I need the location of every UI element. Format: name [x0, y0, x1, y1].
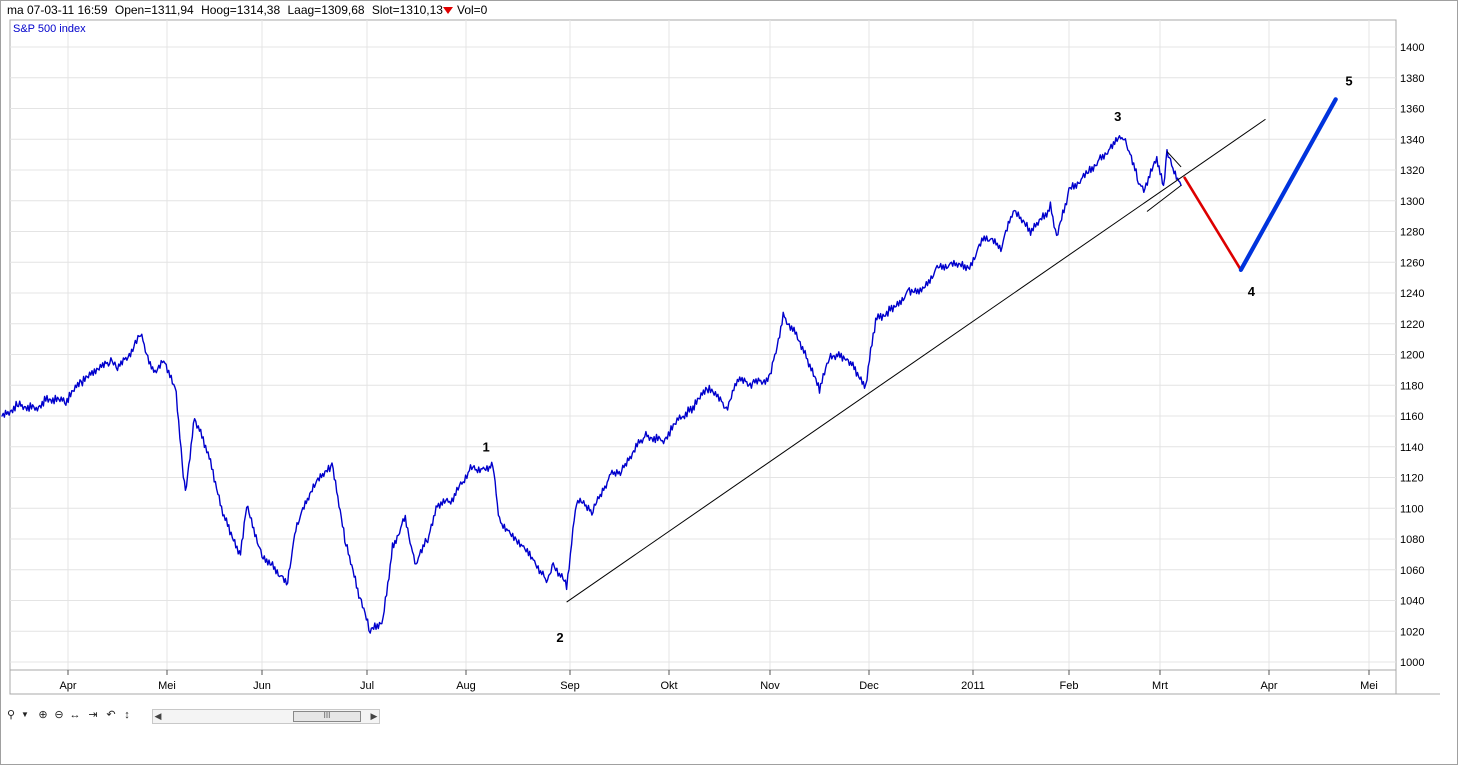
wave-label: 3 [1114, 109, 1121, 124]
y-tick-label: 1340 [1400, 134, 1424, 146]
y-tick-label: 1200 [1400, 350, 1424, 362]
fit-right-icon[interactable]: ⇥ [88, 709, 98, 721]
y-tick-label: 1020 [1400, 626, 1424, 638]
y-tick-label: 1400 [1400, 42, 1424, 54]
chart-title: S&P 500 index [13, 23, 86, 35]
y-axis: 1000 1020 1040 1060 1080 1100 1120 1140 1160 1180… [1400, 42, 1424, 669]
zoom-out-icon[interactable]: ⊖ [54, 709, 64, 721]
scroll-left-icon[interactable]: ◀ [154, 711, 162, 721]
horizontal-stretch-icon[interactable]: ↔ [69, 709, 81, 721]
x-tick-label: Sep [560, 680, 580, 692]
y-tick-label: 1100 [1400, 503, 1424, 515]
y-tick-label: 1220 [1400, 319, 1424, 331]
x-tick-label: Jun [253, 680, 271, 692]
x-tick-label: Okt [660, 680, 677, 692]
y-tick-label: 1040 [1400, 596, 1424, 608]
horizontal-scrollbar[interactable]: ◀ III ▶ [152, 709, 380, 724]
dropdown-arrow-icon[interactable]: ▼ [21, 710, 29, 719]
wave5-projection [1238, 97, 1338, 272]
y-tick-label: 1360 [1400, 104, 1424, 116]
reset-icon[interactable]: ↶ [106, 709, 116, 721]
quote-datetime: ma 07-03-11 16:59 [7, 3, 108, 17]
x-tick-label: Dec [859, 680, 879, 692]
grid [10, 20, 1396, 670]
trendline [1166, 151, 1182, 168]
quote-volume: Vol=0 [456, 3, 488, 17]
plot-border [9, 19, 1397, 671]
annotations: 1 2 3 4 5 [483, 73, 1353, 645]
x-tick-label: Mrt [1152, 680, 1168, 692]
x-tick-label: Nov [760, 680, 780, 692]
price-series [1, 134, 1182, 634]
x-tick-label: Aug [456, 680, 476, 692]
series [1, 97, 1338, 634]
y-tick-label: 1080 [1400, 534, 1424, 546]
y-tick-label: 1160 [1400, 411, 1424, 423]
y-tick-label: 1000 [1400, 657, 1424, 669]
quote-low: Laag=1309,68 [287, 3, 365, 17]
scroll-right-icon[interactable]: ▶ [370, 711, 378, 721]
y-tick-label: 1320 [1400, 165, 1424, 177]
down-arrow-icon [442, 7, 453, 15]
vertical-stretch-icon[interactable]: ↕ [124, 709, 130, 721]
y-tick-label: 1260 [1400, 257, 1424, 269]
x-axis: Apr Mei Jun Jul Aug Sep Okt Nov Dec 2011 Feb Mrt Apr… [59, 670, 1378, 692]
x-axis-frame [9, 669, 1397, 695]
y-tick-label: 1140 [1400, 442, 1424, 454]
y-tick-label: 1300 [1400, 196, 1424, 208]
wave4-projection [1183, 176, 1243, 272]
trendline [566, 118, 1266, 603]
magnifier-icon[interactable]: ⚲ [6, 709, 16, 721]
chart-toolbar: ⚲ ▼ ⊕ ⊖ ↔ ⇥ ↶ ↕ ◀ III ▶ [4, 708, 384, 724]
y-tick-label: 1380 [1400, 73, 1424, 85]
x-tick-label: Feb [1060, 680, 1079, 692]
x-tick-label: Apr [59, 680, 76, 692]
y-tick-label: 1280 [1400, 227, 1424, 239]
x-tick-label: Mei [1360, 680, 1378, 692]
quote-open: Open=1311,94 [114, 3, 194, 17]
y-tick-label: 1120 [1400, 473, 1424, 485]
y-tick-label: 1240 [1400, 288, 1424, 300]
quote-high: Hoog=1314,38 [201, 3, 281, 17]
quote-close: Slot=1310,13 [371, 3, 443, 17]
zoom-in-icon[interactable]: ⊕ [38, 709, 48, 721]
trendlines [566, 118, 1266, 603]
y-tick-label: 1060 [1400, 565, 1424, 577]
wave-label: 2 [556, 630, 563, 645]
trendline [1146, 184, 1182, 212]
x-tick-label: 2011 [961, 680, 985, 692]
x-tick-label: Jul [360, 680, 374, 692]
wave-label: 5 [1345, 73, 1352, 88]
x-tick-label: Mei [158, 680, 176, 692]
wave-label: 1 [483, 439, 490, 454]
y-tick-label: 1180 [1400, 380, 1424, 392]
scroll-thumb[interactable]: III [293, 711, 361, 722]
x-tick-label: Apr [1260, 680, 1277, 692]
quote-bar: ma 07-03-11 16:59 Open=1311,94 Hoog=1314… [7, 3, 491, 19]
wave-label: 4 [1248, 284, 1256, 299]
